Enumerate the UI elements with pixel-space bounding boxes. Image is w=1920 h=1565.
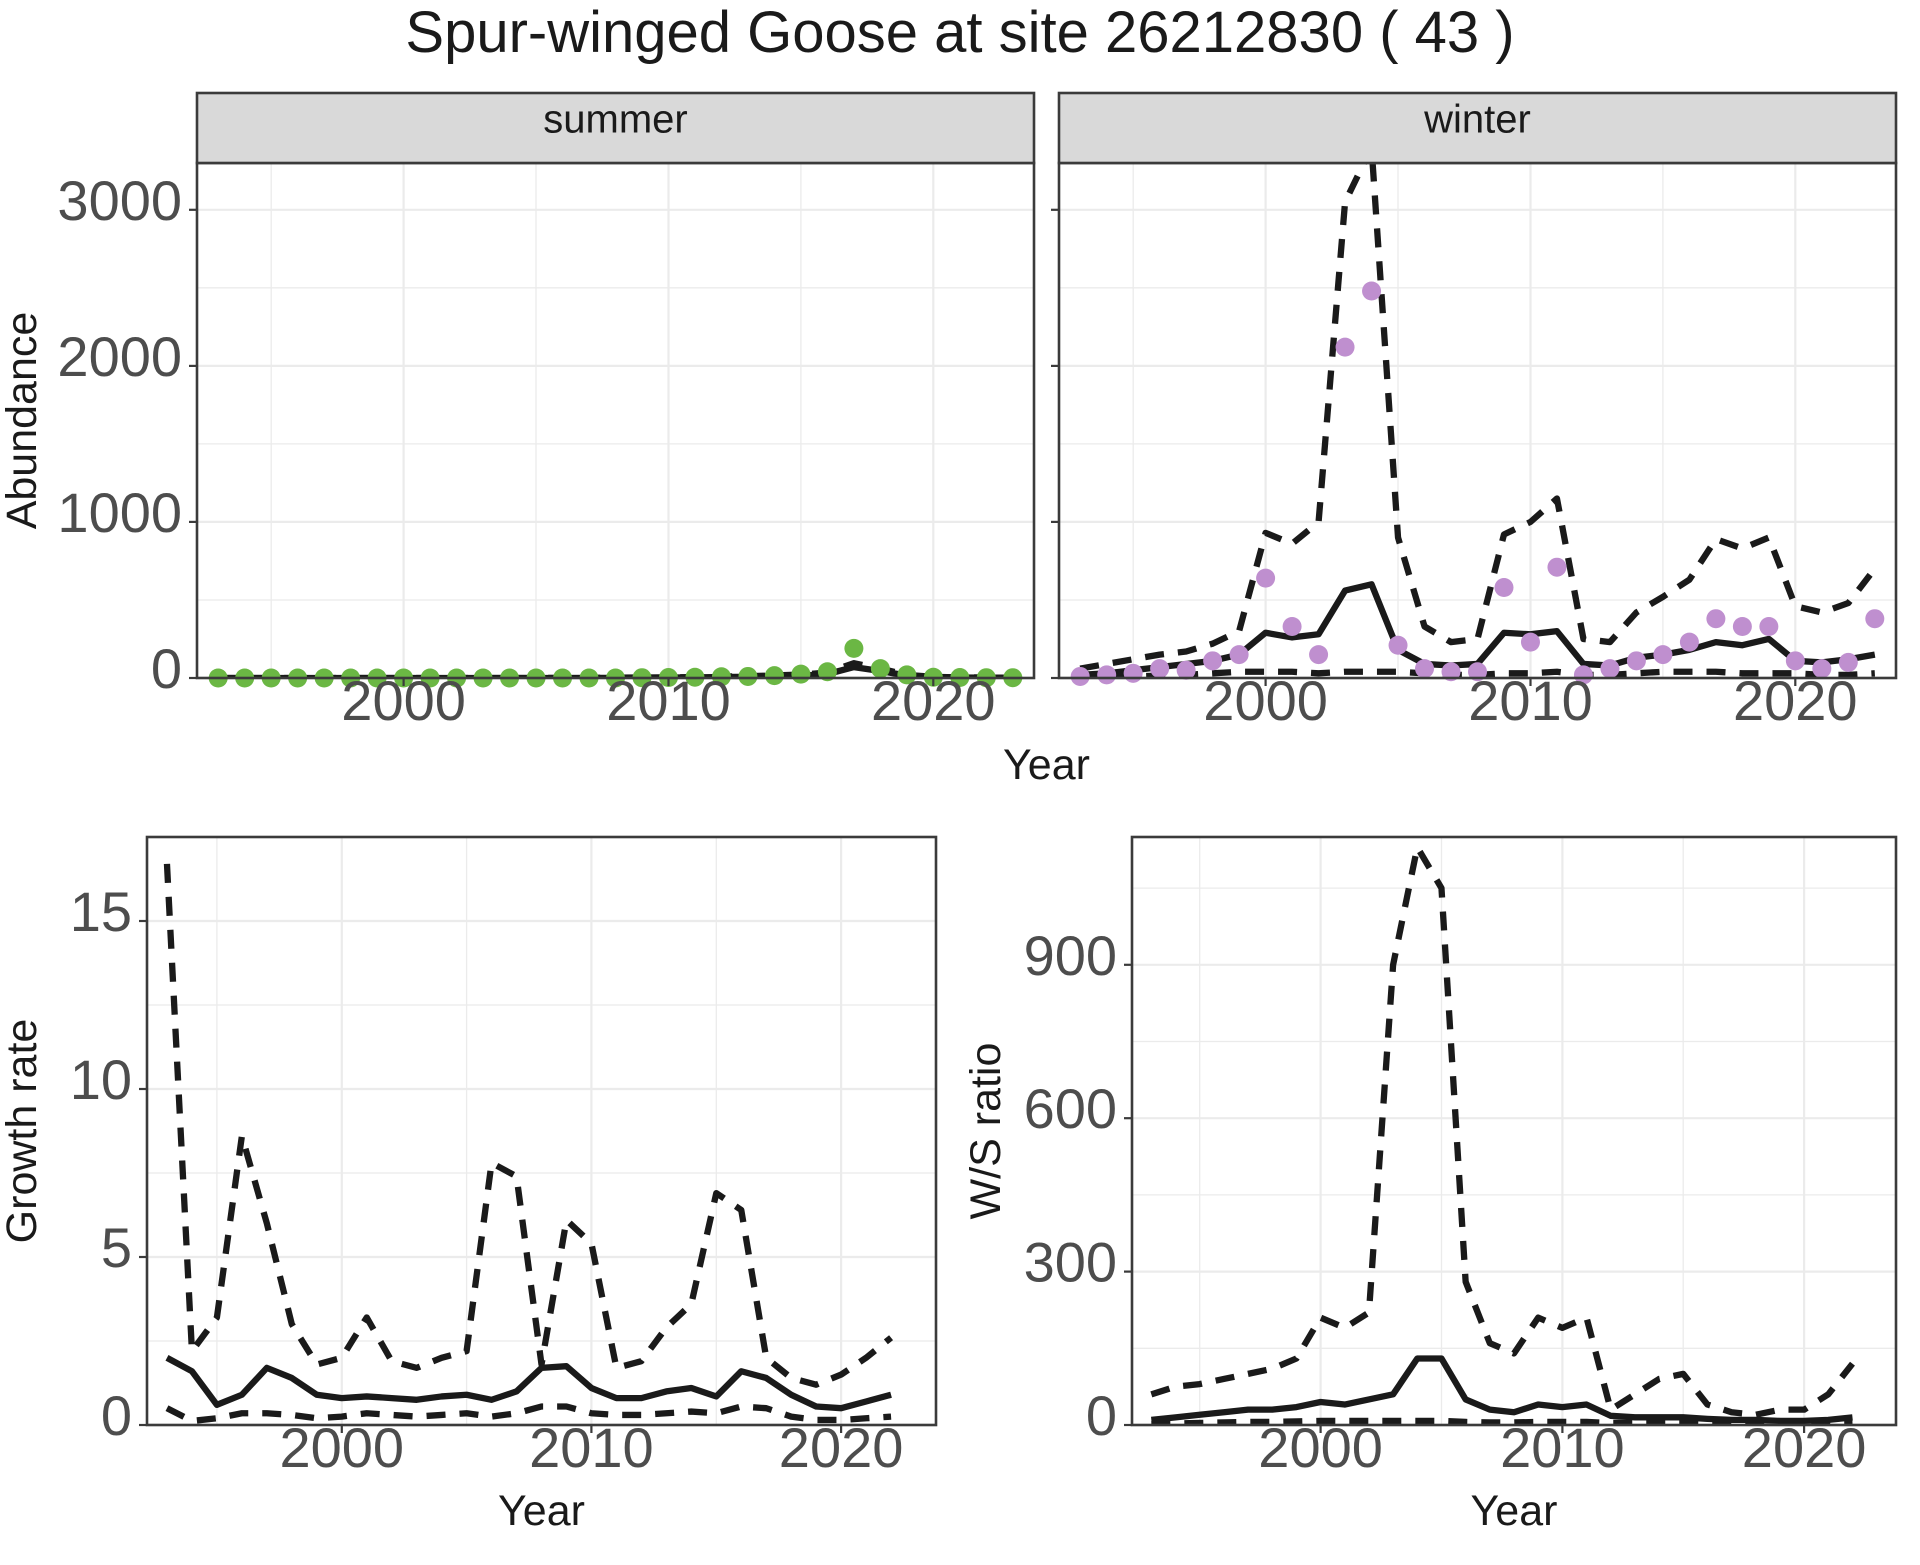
svg-text:2010: 2010 — [1468, 669, 1593, 732]
svg-text:2000: 2000 — [341, 669, 466, 732]
svg-text:15: 15 — [70, 880, 132, 943]
svg-text:300: 300 — [1024, 1231, 1117, 1294]
svg-text:0: 0 — [1086, 1384, 1117, 1447]
svg-text:Year: Year — [1003, 741, 1090, 789]
svg-text:2020: 2020 — [779, 1416, 904, 1479]
svg-text:Spur-winged Goose at site 2621: Spur-winged Goose at site 26212830 ( 43 … — [405, 0, 1514, 65]
svg-text:summer: summer — [543, 98, 687, 142]
svg-text:0: 0 — [151, 637, 182, 700]
svg-text:2000: 2000 — [1258, 1416, 1383, 1479]
svg-text:10: 10 — [70, 1048, 132, 1111]
svg-text:Year: Year — [498, 1487, 585, 1535]
svg-text:2000: 2000 — [280, 1416, 405, 1479]
svg-text:winter: winter — [1423, 98, 1531, 142]
svg-text:2020: 2020 — [1733, 669, 1858, 732]
svg-text:3000: 3000 — [57, 169, 182, 232]
svg-text:Year: Year — [1471, 1487, 1558, 1535]
svg-text:Growth rate: Growth rate — [0, 1019, 46, 1244]
svg-text:900: 900 — [1024, 924, 1117, 987]
svg-text:0: 0 — [101, 1384, 132, 1447]
svg-text:2020: 2020 — [871, 669, 996, 732]
svg-text:5: 5 — [101, 1216, 132, 1279]
svg-text:2010: 2010 — [606, 669, 731, 732]
svg-text:Abundance: Abundance — [0, 312, 46, 530]
svg-text:2000: 2000 — [57, 325, 182, 388]
svg-text:W/S ratio: W/S ratio — [962, 1043, 1010, 1220]
svg-text:600: 600 — [1024, 1077, 1117, 1140]
svg-text:2010: 2010 — [1500, 1416, 1625, 1479]
svg-text:2020: 2020 — [1742, 1416, 1867, 1479]
svg-text:2000: 2000 — [1203, 669, 1328, 732]
svg-text:1000: 1000 — [57, 481, 182, 544]
svg-text:2010: 2010 — [529, 1416, 654, 1479]
